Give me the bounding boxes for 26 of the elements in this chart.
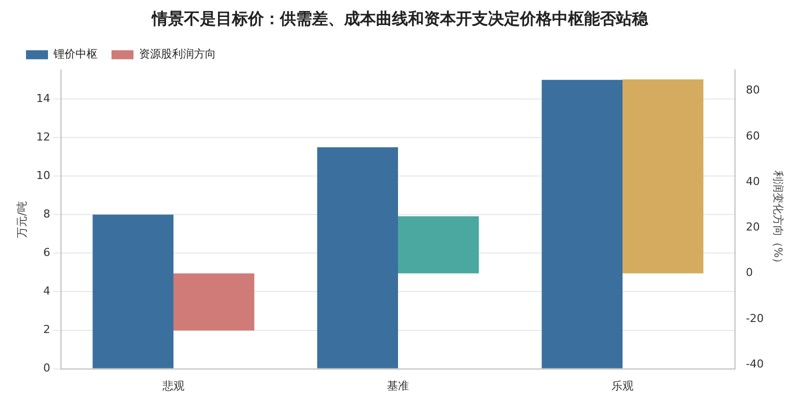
y-tick-label: 4	[43, 284, 50, 298]
y-tick-label: 2	[43, 323, 50, 336]
y2-axis-title: 利润变化方向（%）	[772, 170, 785, 269]
y2-tick-label: 0	[746, 266, 753, 280]
x-tick-label: 乐观	[612, 379, 634, 392]
y-tick-label: 6	[43, 246, 50, 260]
y2-tick-label: -40	[746, 358, 764, 371]
y2-tick-label: 20	[746, 220, 760, 234]
y-tick-label: 14	[36, 92, 50, 105]
y-tick-label: 0	[43, 362, 50, 375]
bar	[92, 214, 174, 368]
chart-title: 情景不是目标价：供需差、成本曲线和资本开支决定价格中枢能否站稳	[151, 8, 649, 28]
y2-tick-label: 40	[746, 174, 760, 188]
y-axis-title: 万元/吨	[15, 201, 28, 238]
y2-tick-label: 80	[746, 84, 760, 97]
y2-tick-label: 60	[746, 129, 760, 142]
bar	[398, 216, 479, 274]
legend-label: 资源股利润方向	[139, 48, 216, 61]
x-tick-label: 悲观	[161, 379, 184, 392]
y-tick-label: 12	[36, 130, 50, 144]
legend-label: 锂价中枢	[52, 48, 98, 61]
bar	[317, 147, 398, 368]
y-tick-label: 10	[36, 169, 50, 182]
y2-tick-label: -20	[746, 312, 764, 325]
y-tick-label: 8	[43, 208, 50, 221]
x-tick-label: 基准	[387, 379, 410, 392]
